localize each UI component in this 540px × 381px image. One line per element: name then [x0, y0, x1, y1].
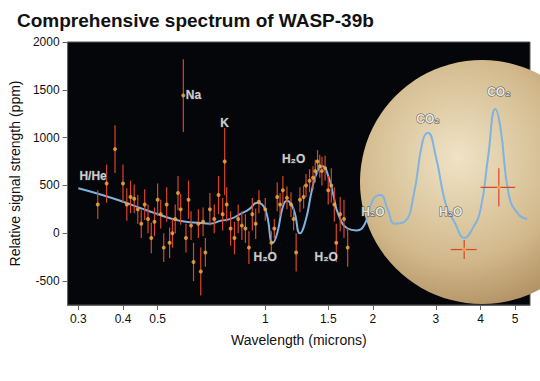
svg-text:H₂O: H₂O: [254, 250, 277, 264]
svg-text:H₂O: H₂O: [439, 205, 462, 219]
svg-text:K: K: [220, 116, 229, 130]
svg-text:Na: Na: [186, 88, 202, 102]
svg-text:2000: 2000: [33, 35, 60, 49]
svg-text:-500: -500: [36, 274, 60, 288]
svg-text:3: 3: [433, 312, 440, 326]
svg-text:1.5: 1.5: [320, 312, 337, 326]
svg-text:Comprehensive spectrum of WASP: Comprehensive spectrum of WASP-39b: [17, 10, 374, 31]
svg-text:0.5: 0.5: [149, 312, 166, 326]
svg-text:Wavelength (microns): Wavelength (microns): [231, 332, 367, 348]
svg-text:H₂O: H₂O: [282, 152, 305, 166]
svg-text:H₂O: H₂O: [361, 205, 384, 219]
svg-text:2: 2: [370, 312, 377, 326]
svg-text:5: 5: [512, 312, 519, 326]
svg-text:CO₂: CO₂: [416, 112, 439, 126]
svg-text:H/He: H/He: [79, 169, 107, 183]
svg-text:0: 0: [53, 226, 60, 240]
svg-text:4: 4: [477, 312, 484, 326]
svg-text:Relative signal strength (ppm): Relative signal strength (ppm): [7, 81, 23, 267]
svg-text:H₂O: H₂O: [314, 250, 337, 264]
svg-text:1000: 1000: [33, 131, 60, 145]
svg-text:CO₂: CO₂: [487, 85, 510, 99]
svg-text:1: 1: [262, 312, 269, 326]
svg-text:500: 500: [40, 178, 60, 192]
svg-text:1500: 1500: [33, 83, 60, 97]
svg-text:0.4: 0.4: [115, 312, 132, 326]
svg-text:0.3: 0.3: [70, 312, 87, 326]
